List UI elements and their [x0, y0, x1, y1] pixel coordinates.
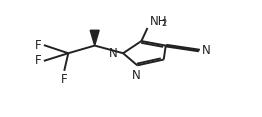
Text: F: F [35, 39, 42, 52]
Text: NH: NH [150, 15, 167, 27]
Text: F: F [61, 73, 68, 86]
Text: 2: 2 [161, 19, 167, 28]
Text: N: N [202, 44, 211, 57]
Text: N: N [109, 47, 118, 60]
Text: F: F [35, 54, 42, 67]
Text: N: N [132, 69, 141, 82]
Polygon shape [90, 30, 99, 46]
